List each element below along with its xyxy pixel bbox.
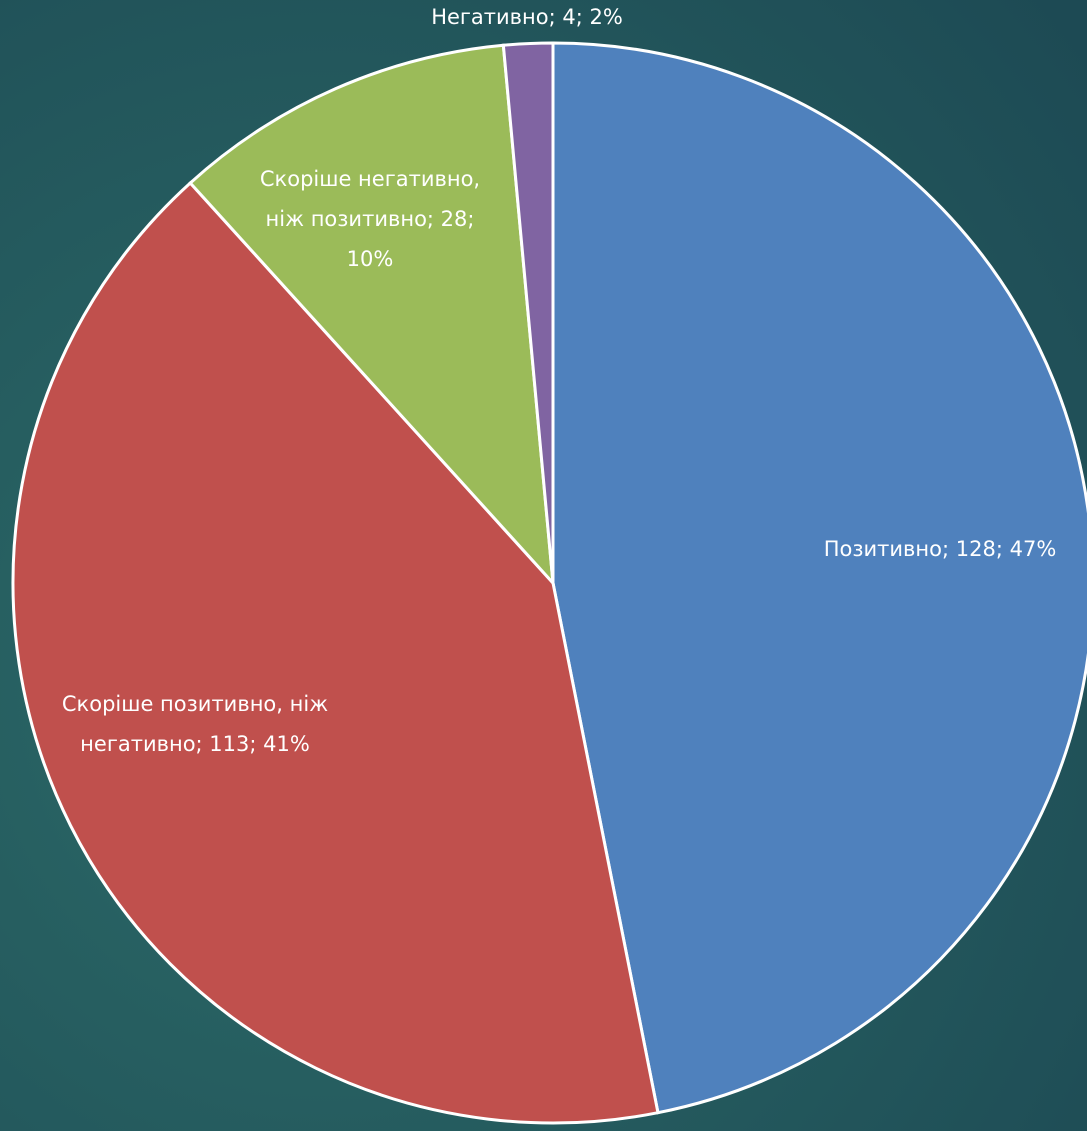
data-label: 10%	[347, 247, 394, 271]
data-label: ніж позитивно; 28;	[266, 207, 475, 231]
data-label: Скоріше негативно,	[260, 167, 480, 191]
data-label: Скоріше позитивно, ніж	[62, 692, 328, 716]
pie-slice	[551, 41, 1087, 1115]
pie-slice	[501, 41, 555, 584]
pie-slice	[11, 180, 660, 1125]
data-label: Негативно; 4; 2%	[431, 5, 623, 29]
data-label: негативно; 113; 41%	[80, 732, 310, 756]
pie-slice	[188, 43, 555, 588]
data-label: Позитивно; 128; 47%	[824, 537, 1057, 561]
